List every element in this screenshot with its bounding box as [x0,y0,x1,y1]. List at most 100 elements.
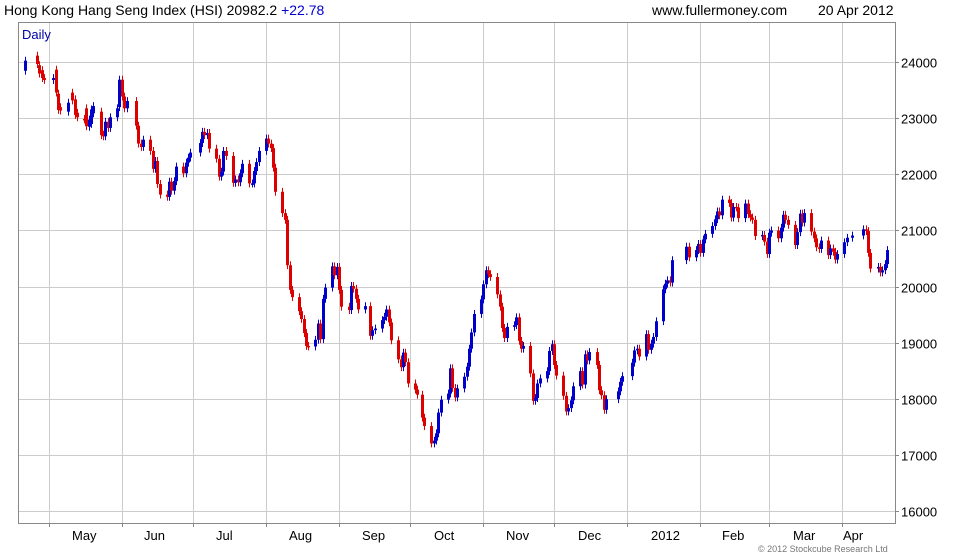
candle-body [423,417,426,427]
candle-body [348,306,351,311]
candle-body [456,388,459,398]
candle-body [355,288,358,299]
candle-body [555,364,558,376]
candle-body [600,390,603,396]
x-tick-label: Jun [144,528,165,543]
candle-body [662,289,665,322]
candle-body [520,340,523,349]
chart-title: Hong Kong Hang Seng Index (HSI) 20982.2 … [4,0,324,20]
y-tick-label: 19000 [901,337,937,352]
candle-body [57,93,60,110]
candle-body [468,348,471,367]
candle-body [400,359,403,368]
candle-body [43,78,46,81]
candle-body [390,322,393,341]
candle-body [187,157,190,163]
axis-labels: 16000 17000 18000 19000 20000 21000 22000 23000… [49,56,937,543]
candle-body [787,219,790,225]
candle-body [215,148,218,159]
candle-body [182,166,185,174]
candle-body [801,213,804,223]
candle-body [237,179,240,183]
candle-body [768,232,771,255]
y-tick-label: 21000 [901,224,937,239]
candle-body [173,181,176,191]
candle-body [185,162,188,174]
candle-body [451,368,454,388]
candle-body [272,148,275,168]
candle-body [274,167,277,192]
candle-body [579,371,582,387]
candle-body [83,118,86,121]
grid-lines [18,22,895,523]
candle-body [697,243,700,251]
candle-body [499,294,502,307]
candle-body [371,330,374,336]
candle-body [463,376,466,389]
candle-body [71,92,74,101]
candle-body [90,109,93,124]
candle-body [496,276,499,295]
candle-body [827,240,830,256]
candle-body [655,321,658,337]
candle-body [104,121,107,137]
source-site: www.fullermoney.com [652,2,788,18]
candle-body [714,219,717,226]
candle-body [126,101,129,109]
candle-body [834,251,837,260]
candle-body [650,343,653,350]
candle-body [123,96,126,109]
candle-body [732,206,735,218]
candle-body [766,241,769,255]
candle-body [794,224,797,246]
x-tick-label: Mar [793,528,816,543]
candle-body [482,284,485,300]
candle-body [754,219,757,237]
candle-body [440,399,443,413]
candle-body [688,246,691,258]
candle-body [454,387,457,398]
candle-body [551,344,554,351]
candle-body [107,121,110,128]
candle-body [36,55,39,65]
candle-body [225,150,228,156]
candle-body [730,203,733,218]
copyright-notice: © 2012 Stockcube Research Ltd [758,544,888,554]
candle-body [340,289,343,307]
chart-date: 20 Apr 2012 [818,2,894,18]
candle-body [253,171,256,184]
candle-body [548,350,551,372]
candle-body [234,179,237,183]
candle-body [515,317,518,326]
candle-body [449,368,452,394]
candle-body [879,266,882,273]
candle-body [529,345,532,374]
candle-body [374,328,377,331]
y-tick-label: 22000 [901,168,937,183]
candle-body [598,364,601,391]
candle-body [388,309,391,323]
candle-body [407,362,410,384]
candle-body [336,266,339,276]
x-tick-label: Jul [216,528,233,543]
candle-body [735,206,738,209]
candle-body [704,233,707,240]
candle-body [796,232,799,246]
candle-body [886,250,889,265]
candle-body [397,340,400,360]
candle-body [385,309,388,317]
candle-body [570,400,573,409]
candle-body [588,352,591,361]
candle-body [421,394,424,418]
x-tick-label: Feb [722,528,744,543]
candle-body [718,211,721,216]
candle-body [744,203,747,219]
candle-body [100,111,103,136]
candle-body [877,266,880,269]
candle-body [553,344,556,365]
candle-body [102,134,105,137]
candle-body [784,214,787,220]
candle-body [140,143,143,147]
candle-body [199,143,202,153]
candle-body [803,213,806,223]
